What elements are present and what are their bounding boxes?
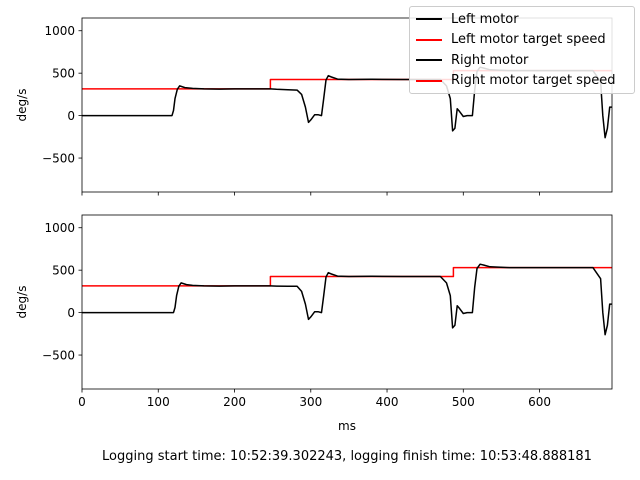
y-axis-label: deg/s: [15, 89, 29, 122]
legend-label: Right motor target speed: [451, 73, 616, 89]
legend-swatch: [416, 18, 442, 21]
x-tick-label: 400: [376, 395, 399, 409]
subplot-2: 0 100 200 300 400 500 600 −500 0 500 1000 deg/s ms: [15, 214, 613, 433]
y-tick-label: 1000: [44, 221, 75, 235]
x-tick-label: 600: [528, 395, 551, 409]
legend-swatch: [416, 38, 442, 41]
legend-item: Left motor target speed: [416, 30, 628, 51]
legend-item: Left motor: [416, 9, 628, 30]
x-tick-label: 200: [223, 395, 246, 409]
y-axis-label: deg/s: [15, 286, 29, 319]
legend-item: Right motor: [416, 50, 628, 71]
series-line-2: [82, 263, 612, 336]
legend-label: Left motor target speed: [451, 32, 606, 48]
y-tick-label: 500: [52, 67, 75, 81]
x-tick-label: 100: [147, 395, 170, 409]
legend-swatch: [416, 59, 442, 62]
legend-swatch: [416, 79, 442, 82]
legend: Left motor Left motor target speed Right m…: [409, 6, 635, 94]
y-tick-label: 0: [67, 306, 75, 320]
y-tick-label: −500: [42, 349, 75, 363]
y-tick-label: 1000: [44, 24, 75, 38]
legend-label: Left motor: [451, 11, 519, 27]
x-tick-label: 300: [299, 395, 322, 409]
y-tick-label: 500: [52, 264, 75, 278]
legend-item: Right motor target speed: [416, 71, 628, 92]
x-axis-label: ms: [338, 419, 356, 433]
x-tick-label: 500: [452, 395, 475, 409]
logging-time-caption: Logging start time: 10:52:39.302243, log…: [102, 449, 592, 464]
y-tick-label: 0: [67, 109, 75, 123]
axes-frame: [81, 17, 613, 193]
axes-frame: [81, 214, 613, 390]
y-tick-label: −500: [42, 152, 75, 166]
x-tick-label: 0: [78, 395, 86, 409]
legend-label: Right motor: [451, 52, 529, 68]
